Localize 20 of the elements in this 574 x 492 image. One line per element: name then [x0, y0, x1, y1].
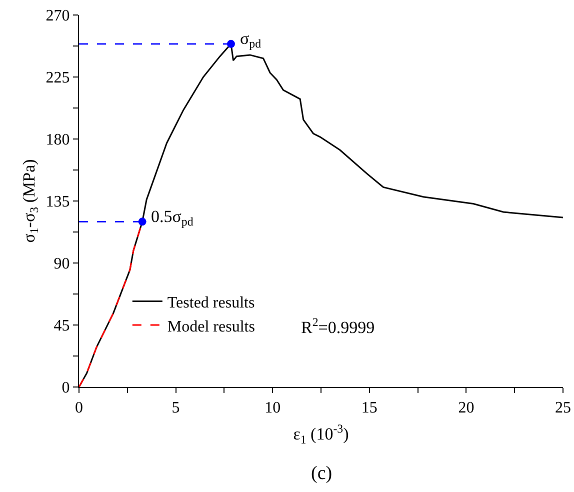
- y-tick-label: 90: [54, 256, 70, 273]
- x-tick-label: 25: [555, 399, 571, 416]
- x-axis-title: ε$_{1}$ (10$^{-3}$): [293, 422, 349, 446]
- legend-label: Tested results: [167, 294, 255, 312]
- y-tick-label: 225: [46, 70, 70, 87]
- text: (c): [311, 463, 332, 484]
- annotation: 0.5σ$_{pd}$: [151, 207, 194, 229]
- annotation: R$^{2}$=0.9999: [301, 315, 375, 338]
- y-tick-label: 45: [54, 318, 70, 335]
- y-tick-label: 135: [46, 194, 70, 211]
- x-tick-label: 0: [75, 399, 83, 416]
- x-tick-label: 15: [361, 399, 378, 416]
- x-tick-label: 5: [172, 399, 180, 416]
- y-tick-label: 0: [62, 380, 70, 397]
- y-tick-label: 270: [46, 8, 70, 25]
- x-tick-label: 10: [264, 399, 281, 416]
- x-tick-label: 20: [458, 399, 474, 416]
- annotation: σ$_{pd}$: [240, 29, 262, 51]
- legend-label: Model results: [167, 318, 255, 336]
- y-tick-label: 180: [46, 132, 70, 149]
